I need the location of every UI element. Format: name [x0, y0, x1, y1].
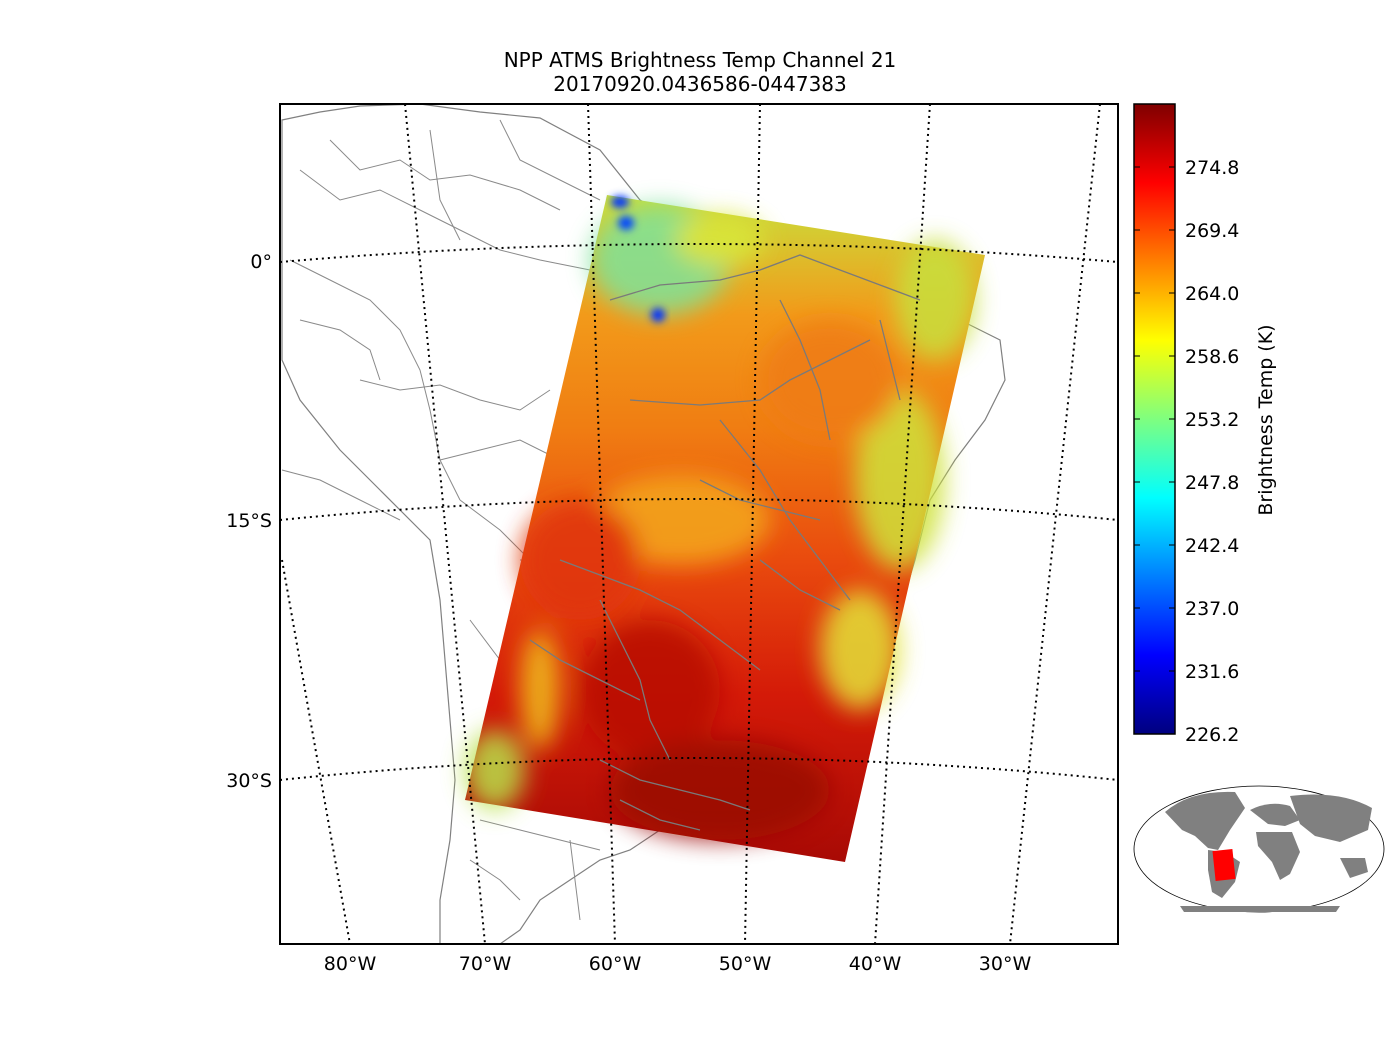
meridian-50w — [744, 104, 761, 944]
lat-label-15s: 15°S — [226, 510, 272, 532]
meridian-70w — [404, 104, 486, 944]
lon-label-60w: 60°W — [589, 953, 642, 975]
lon-label-50w: 50°W — [719, 953, 772, 975]
lat-label-30s: 30°S — [226, 770, 272, 792]
graticule — [280, 104, 1118, 944]
lon-label-70w: 70°W — [459, 953, 512, 975]
colorbar-ticks: 274.8 269.4 264.0 258.6 253.2 247.8 242.4 237.0… — [1134, 157, 1239, 746]
colorbar-tick-label: 264.0 — [1185, 283, 1239, 305]
meridian-40w — [874, 104, 931, 944]
colorbar-tick-label: 237.0 — [1185, 598, 1239, 620]
colorbar: 274.8 269.4 264.0 258.6 253.2 247.8 242.4 237.0… — [1133, 103, 1277, 746]
colorbar-tick-label: 231.6 — [1185, 661, 1239, 683]
brightness-swath — [465, 195, 985, 862]
parallel-30s — [280, 757, 1118, 781]
swath-borders — [529, 254, 921, 831]
inset-world-map — [1133, 785, 1385, 913]
colorbar-label: Brightness Temp (K) — [1255, 324, 1277, 515]
inset-swath-highlight — [1212, 849, 1236, 881]
colorbar-tick-label: 274.8 — [1185, 157, 1239, 179]
map-title: NPP ATMS Brightness Temp Channel 21 2017… — [280, 48, 1120, 96]
colorbar-tick-label: 242.4 — [1185, 535, 1239, 557]
lon-label-30w: 30°W — [979, 953, 1032, 975]
title-line-2: 20170920.0436586-0447383 — [553, 72, 847, 96]
colorbar-tick-label: 226.2 — [1185, 724, 1239, 746]
lon-label-40w: 40°W — [849, 953, 902, 975]
colorbar-tick-label: 253.2 — [1185, 409, 1239, 431]
lat-label-0: 0° — [250, 251, 272, 273]
colorbar-gradient — [1133, 103, 1176, 735]
colorbar-tick-label: 269.4 — [1185, 220, 1239, 242]
map-panel — [280, 104, 1118, 944]
map-frame — [279, 103, 1119, 945]
parallel-15s — [280, 498, 1118, 521]
colorbar-tick-label: 258.6 — [1185, 346, 1239, 368]
colorbar-tick-label: 247.8 — [1185, 472, 1239, 494]
lon-label-80w: 80°W — [324, 953, 377, 975]
parallel-0 — [280, 243, 1118, 263]
meridian-60w — [587, 104, 616, 944]
title-line-1: NPP ATMS Brightness Temp Channel 21 — [503, 48, 897, 72]
meridian-80w — [281, 559, 351, 944]
